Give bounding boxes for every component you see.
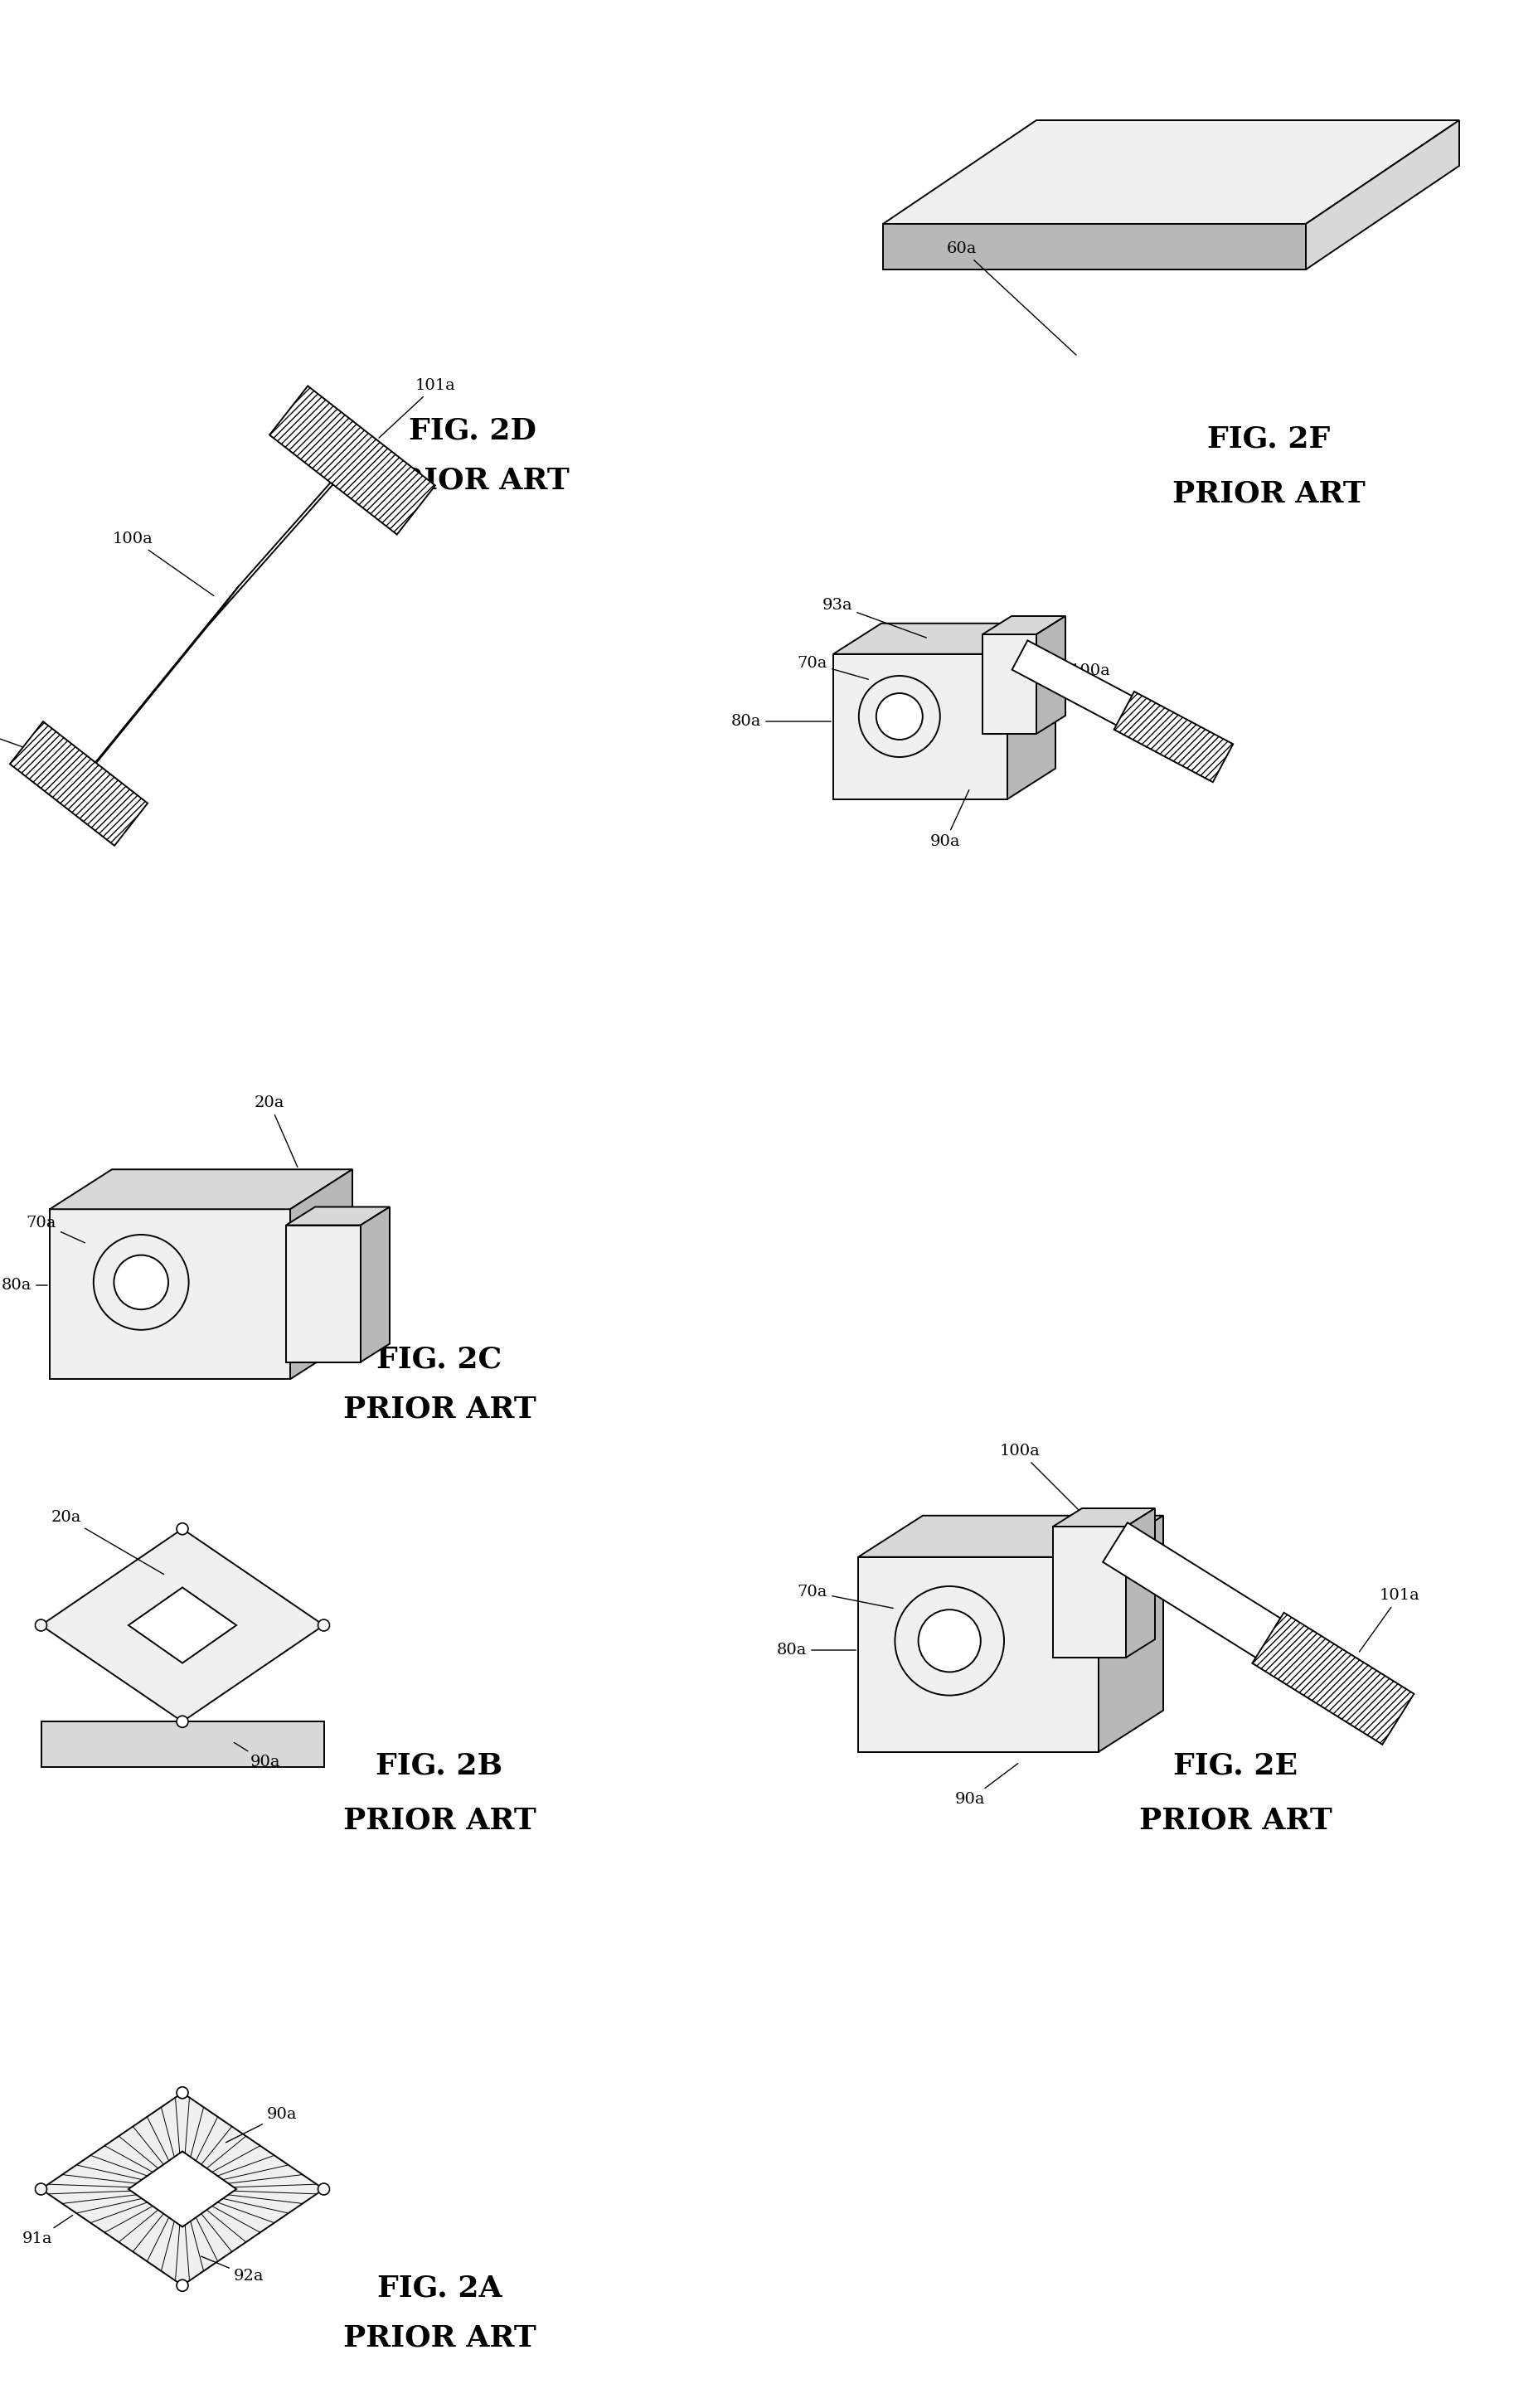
Circle shape bbox=[114, 1255, 168, 1310]
Circle shape bbox=[858, 677, 940, 756]
Polygon shape bbox=[286, 1226, 361, 1363]
Polygon shape bbox=[42, 1529, 325, 1722]
Polygon shape bbox=[834, 624, 1055, 655]
Circle shape bbox=[318, 2184, 329, 2196]
Polygon shape bbox=[983, 616, 1066, 633]
Text: 20a: 20a bbox=[51, 1510, 165, 1575]
Text: 70a: 70a bbox=[797, 655, 869, 679]
Text: 100a: 100a bbox=[112, 532, 214, 595]
Polygon shape bbox=[1103, 1522, 1346, 1698]
Text: FIG. 2E: FIG. 2E bbox=[1173, 1753, 1298, 1780]
Circle shape bbox=[177, 2280, 188, 2292]
Polygon shape bbox=[1098, 1515, 1163, 1753]
Text: PRIOR ART: PRIOR ART bbox=[1138, 1806, 1332, 1835]
Polygon shape bbox=[361, 1206, 389, 1363]
Text: 90a: 90a bbox=[955, 1763, 1018, 1806]
Circle shape bbox=[318, 1621, 329, 1630]
Text: 60a: 60a bbox=[947, 241, 1077, 354]
Text: FIG. 2D: FIG. 2D bbox=[409, 417, 537, 445]
Polygon shape bbox=[63, 585, 240, 804]
Polygon shape bbox=[9, 722, 148, 845]
Polygon shape bbox=[1306, 120, 1460, 270]
Polygon shape bbox=[858, 1558, 1098, 1753]
Text: 100a: 100a bbox=[1070, 662, 1130, 710]
Polygon shape bbox=[883, 224, 1306, 270]
Text: 91a: 91a bbox=[22, 2215, 72, 2247]
Polygon shape bbox=[286, 1206, 389, 1226]
Polygon shape bbox=[983, 633, 1037, 734]
Polygon shape bbox=[129, 2150, 237, 2227]
Text: 101a: 101a bbox=[378, 378, 455, 438]
Polygon shape bbox=[858, 1515, 1163, 1558]
Text: PRIOR ART: PRIOR ART bbox=[377, 467, 569, 496]
Text: 90a: 90a bbox=[234, 1743, 280, 1770]
Polygon shape bbox=[1007, 624, 1055, 799]
Text: 70a: 70a bbox=[26, 1216, 85, 1243]
Circle shape bbox=[177, 1717, 188, 1727]
Text: 100a: 100a bbox=[1000, 1445, 1084, 1515]
Text: PRIOR ART: PRIOR ART bbox=[343, 1397, 535, 1423]
Circle shape bbox=[35, 2184, 46, 2196]
Circle shape bbox=[94, 1235, 189, 1329]
Circle shape bbox=[918, 1609, 981, 1671]
Text: FIG. 2C: FIG. 2C bbox=[377, 1346, 501, 1375]
Polygon shape bbox=[1126, 1507, 1155, 1657]
Text: 80a: 80a bbox=[2, 1279, 48, 1293]
Text: 90a: 90a bbox=[226, 2107, 297, 2143]
Text: 80a: 80a bbox=[777, 1642, 855, 1657]
Text: PRIOR ART: PRIOR ART bbox=[1172, 479, 1366, 508]
Circle shape bbox=[35, 1621, 46, 1630]
Polygon shape bbox=[42, 2093, 325, 2285]
Text: 20a: 20a bbox=[254, 1096, 297, 1168]
Text: 101a: 101a bbox=[0, 718, 77, 766]
Text: 70a: 70a bbox=[797, 1584, 894, 1609]
Polygon shape bbox=[1252, 1613, 1413, 1743]
Circle shape bbox=[895, 1587, 1004, 1695]
Polygon shape bbox=[1054, 1527, 1126, 1657]
Polygon shape bbox=[1114, 691, 1233, 783]
Text: PRIOR ART: PRIOR ART bbox=[343, 1806, 535, 1835]
Text: 92a: 92a bbox=[201, 2256, 265, 2283]
Polygon shape bbox=[269, 385, 435, 535]
Circle shape bbox=[177, 2088, 188, 2097]
Polygon shape bbox=[209, 441, 368, 626]
Text: 93a: 93a bbox=[823, 597, 926, 638]
Polygon shape bbox=[834, 655, 1007, 799]
Polygon shape bbox=[291, 1170, 352, 1380]
Polygon shape bbox=[1054, 1507, 1155, 1527]
Text: 90a: 90a bbox=[340, 1252, 375, 1269]
Polygon shape bbox=[1037, 616, 1066, 734]
Polygon shape bbox=[49, 1170, 352, 1209]
Text: FIG. 2B: FIG. 2B bbox=[375, 1753, 503, 1780]
Text: 101a: 101a bbox=[1360, 1589, 1420, 1652]
Polygon shape bbox=[129, 1587, 237, 1664]
Circle shape bbox=[877, 694, 923, 739]
Polygon shape bbox=[883, 120, 1460, 224]
Polygon shape bbox=[42, 1722, 325, 1767]
Text: 90a: 90a bbox=[930, 790, 969, 850]
Polygon shape bbox=[49, 1209, 291, 1380]
Text: FIG. 2A: FIG. 2A bbox=[377, 2276, 501, 2302]
Text: 80a: 80a bbox=[731, 713, 831, 730]
Text: PRIOR ART: PRIOR ART bbox=[343, 2324, 535, 2353]
Polygon shape bbox=[1012, 641, 1181, 751]
Text: FIG. 2F: FIG. 2F bbox=[1207, 426, 1330, 453]
Circle shape bbox=[177, 1522, 188, 1534]
